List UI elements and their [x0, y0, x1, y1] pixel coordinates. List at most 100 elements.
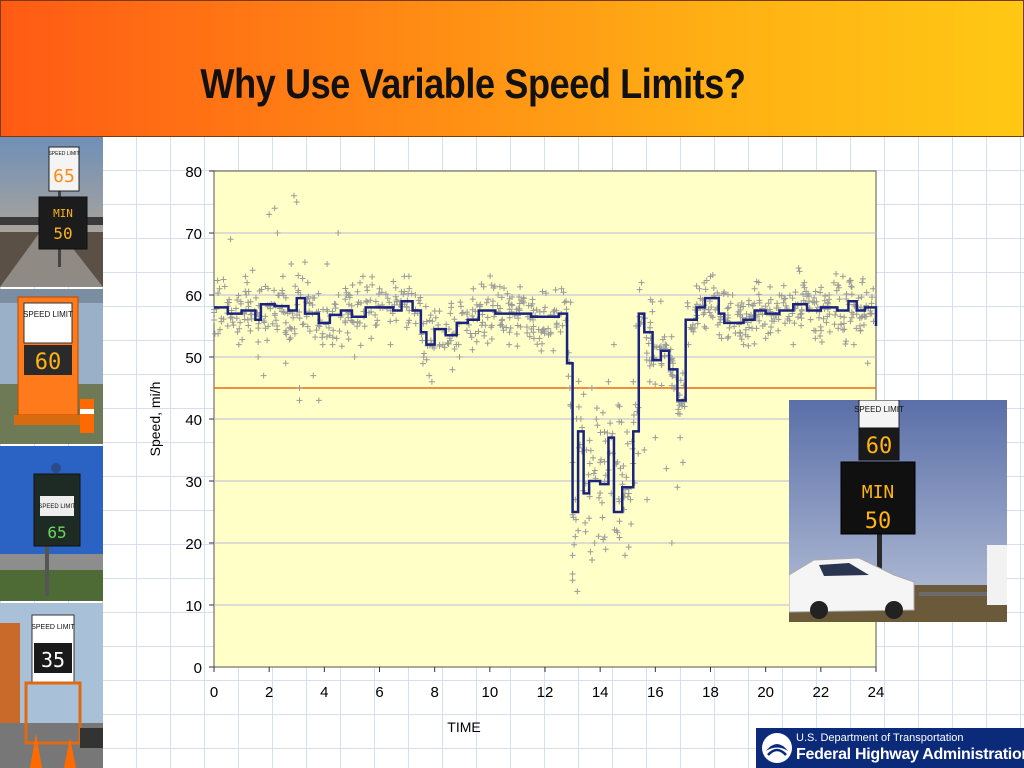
- scatter-point: [324, 261, 331, 267]
- scatter-point: [463, 311, 470, 318]
- scatter-point: [412, 320, 419, 327]
- scatter-point: [427, 312, 434, 319]
- scatter-point: [833, 270, 840, 277]
- scatter-point: [811, 327, 818, 334]
- scatter-point: [563, 306, 570, 313]
- scatter-point: [514, 322, 521, 329]
- scatter-point: [821, 297, 828, 304]
- scatter-point: [590, 454, 597, 461]
- scatter-point: [247, 298, 254, 305]
- scatter-point: [245, 299, 252, 306]
- scatter-point: [335, 292, 342, 299]
- scatter-point: [545, 325, 552, 332]
- scatter-point: [706, 309, 713, 316]
- scatter-point: [530, 323, 537, 330]
- scatter-point: [467, 330, 474, 337]
- scatter-point: [569, 552, 576, 559]
- scatter-point: [780, 299, 787, 306]
- scatter-point: [835, 325, 842, 332]
- scatter-point: [743, 311, 750, 318]
- scatter-point: [534, 341, 541, 348]
- scatter-point: [287, 334, 294, 341]
- scatter-point: [282, 360, 289, 367]
- scatter-point: [868, 300, 875, 307]
- scatter-point: [458, 303, 465, 310]
- scatter-point: [484, 314, 491, 321]
- scatter-point: [384, 295, 391, 302]
- y-tick-label: 40: [185, 412, 202, 429]
- scatter-point: [765, 300, 772, 307]
- scatter-point: [247, 327, 254, 334]
- sign1-min-speed: 50: [53, 224, 72, 243]
- scatter-point: [613, 527, 620, 534]
- scatter-point: [419, 337, 426, 344]
- scatter-point: [839, 326, 846, 333]
- scatter-point: [657, 298, 664, 305]
- scatter-point: [753, 278, 760, 285]
- scatter-point: [342, 296, 349, 303]
- scatter-point: [812, 335, 819, 342]
- scatter-point: [357, 279, 364, 286]
- scatter-point: [507, 324, 514, 331]
- scatter-point: [274, 230, 281, 236]
- scatter-point: [351, 354, 358, 360]
- scatter-point: [616, 534, 623, 541]
- scatter-point: [716, 319, 723, 326]
- scatter-point: [354, 323, 361, 330]
- scatter-point: [839, 273, 846, 280]
- scatter-point: [487, 273, 494, 280]
- scatter-point: [625, 544, 632, 551]
- scatter-point: [630, 411, 637, 418]
- scatter-point: [811, 294, 818, 301]
- scatter-point: [326, 332, 333, 339]
- scatter-point: [571, 541, 578, 548]
- agency-line-2: Federal Highway Administration: [796, 746, 1024, 763]
- agency-line-1: U.S. Department of Transportation: [796, 732, 964, 744]
- scatter-point: [533, 306, 540, 313]
- scatter-point: [650, 361, 657, 368]
- x-tick-label: 2: [265, 684, 273, 701]
- scatter-point: [296, 385, 303, 391]
- scatter-point: [539, 327, 546, 334]
- sign2-speed: 60: [35, 350, 62, 375]
- scatter-point: [756, 297, 763, 304]
- scatter-point: [483, 299, 490, 306]
- scatter-point: [236, 325, 243, 332]
- scatter-point: [288, 261, 295, 267]
- scatter-point: [858, 294, 865, 301]
- scatter-point: [368, 308, 375, 315]
- scatter-point: [624, 428, 631, 435]
- scatter-point: [586, 460, 593, 467]
- scatter-point: [756, 317, 763, 324]
- scatter-point: [235, 341, 242, 348]
- scatter-point: [406, 317, 413, 324]
- sign1-min: MIN: [53, 207, 73, 220]
- scatter-point: [701, 323, 708, 330]
- scatter-point: [398, 288, 405, 295]
- scatter-point: [496, 283, 503, 290]
- scatter-point: [357, 299, 364, 306]
- scatter-point: [506, 295, 513, 302]
- scatter-point: [349, 281, 356, 288]
- photo-strip: SPEED LIMIT 65 MIN 50 SPEED LIMIT 60: [0, 137, 103, 768]
- scatter-point: [484, 340, 491, 347]
- scatter-point: [816, 314, 823, 321]
- scatter-point: [470, 285, 477, 292]
- scatter-point: [245, 303, 252, 310]
- scatter-point: [720, 290, 727, 297]
- scatter-point: [811, 299, 818, 306]
- x-tick-label: 0: [210, 684, 218, 701]
- scatter-point: [766, 306, 773, 313]
- scatter-point: [215, 290, 222, 297]
- scatter-point: [638, 279, 645, 286]
- scatter-point: [506, 314, 513, 321]
- x-tick-label: 16: [647, 684, 664, 701]
- scatter-point: [405, 319, 412, 326]
- scatter-point: [517, 323, 524, 330]
- scatter-point: [724, 305, 731, 312]
- scatter-point: [372, 298, 379, 305]
- scatter-point: [781, 295, 788, 302]
- scatter-point: [663, 465, 670, 472]
- scatter-point: [623, 474, 630, 481]
- scatter-point: [870, 285, 877, 292]
